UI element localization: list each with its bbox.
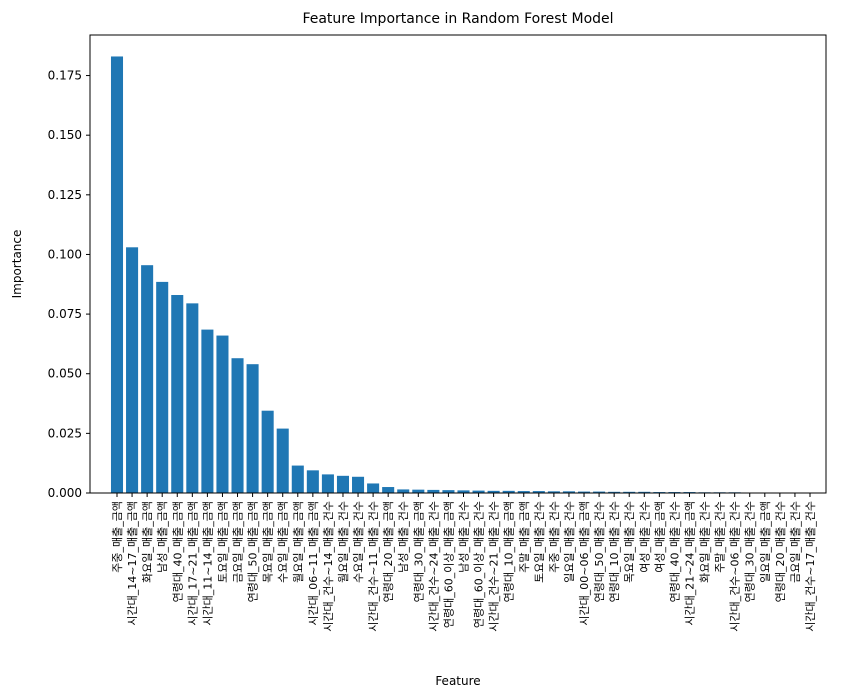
x-tick-label: 연령대_20_매출_건수 bbox=[774, 501, 787, 602]
x-tick-label: 목요일_매출_금액 bbox=[261, 501, 275, 583]
x-tick-label: 일요일_매출_건수 bbox=[562, 501, 576, 583]
bar bbox=[532, 491, 545, 493]
x-tick-label: 남성_매출_금액 bbox=[156, 501, 169, 573]
x-tick-label: 시간대_건수~21_매출_건수 bbox=[488, 501, 501, 632]
x-tick-label: 연령대_50_매출_금액 bbox=[247, 501, 260, 602]
bar bbox=[502, 490, 515, 493]
x-tick-label: 연령대_40_매출_건수 bbox=[668, 501, 681, 602]
x-tick-label: 금요일_매출_금액 bbox=[231, 501, 245, 583]
x-tick-label: 월요일_매출_건수 bbox=[336, 501, 350, 583]
x-tick-label: 주말_매출_건수 bbox=[714, 501, 727, 573]
x-tick-label: 주중_매출_금액 bbox=[111, 501, 124, 573]
bar bbox=[442, 490, 455, 493]
x-tick-label: 여성_매출_건수 bbox=[638, 501, 651, 573]
bar bbox=[367, 483, 380, 493]
x-tick-label: 연령대_10_매출_건수 bbox=[608, 501, 621, 602]
bar bbox=[216, 335, 229, 493]
bar bbox=[457, 490, 470, 493]
y-tick-label: 0.175 bbox=[48, 69, 82, 83]
x-tick-label: 시간대_00~06_매출_금액 bbox=[578, 501, 591, 626]
chart-title: Feature Importance in Random Forest Mode… bbox=[302, 11, 613, 27]
y-tick-label: 0.000 bbox=[48, 486, 82, 500]
bar bbox=[487, 490, 500, 493]
x-tick-label: 연령대_30_매출_금액 bbox=[412, 501, 425, 602]
x-tick-label: 주중_매출_건수 bbox=[548, 501, 561, 573]
bar bbox=[201, 329, 214, 493]
y-axis-label: Importance bbox=[10, 230, 24, 299]
bar bbox=[261, 410, 274, 493]
x-tick-label: 연령대_60_이상_매출_금액 bbox=[442, 501, 455, 628]
x-tick-label: 연령대_50_매출_건수 bbox=[593, 501, 606, 602]
bar bbox=[397, 489, 410, 493]
x-tick-label: 주말_매출_금액 bbox=[518, 501, 531, 573]
bar bbox=[276, 428, 289, 493]
x-tick-label: 여성_매출_금액 bbox=[653, 501, 666, 573]
x-tick-label: 토요일_매출_금액 bbox=[215, 501, 229, 583]
bars bbox=[110, 56, 817, 493]
y-tick-label: 0.025 bbox=[48, 426, 82, 440]
x-tick-label: 토요일_매출_건수 bbox=[532, 501, 546, 583]
x-tick-label: 남성_매출_건수 bbox=[397, 501, 410, 573]
y-tick-label: 0.150 bbox=[48, 128, 82, 142]
x-tick-label: 수요일_매출_금액 bbox=[276, 501, 290, 583]
bar bbox=[156, 281, 169, 493]
y-tick-label: 0.075 bbox=[48, 307, 82, 321]
x-tick-label: 시간대_건수~17_매출_건수 bbox=[804, 501, 817, 632]
bar bbox=[141, 265, 154, 493]
x-tick-label: 일요일_매출_금액 bbox=[758, 501, 772, 583]
y-axis: 0.000 0.025 0.050 0.075 0.100 0.125 0.150 0.175 bbox=[48, 69, 90, 500]
x-tick-label: 금요일_매출_건수 bbox=[788, 501, 802, 583]
x-tick-label: 시간대_06~11_매출_금액 bbox=[307, 501, 320, 626]
bar bbox=[336, 475, 349, 493]
bar bbox=[246, 364, 259, 493]
x-tick-label: 남성_매출_건수 bbox=[458, 501, 471, 573]
bar bbox=[110, 56, 124, 493]
x-tick-label: 연령대_20_매출_금액 bbox=[382, 501, 395, 602]
x-tick-label: 시간대_건수~14_매출_건수 bbox=[322, 501, 335, 632]
x-axis: 주중_매출_금액 시간대_14~17_매출_금액 화요일_매출_금액 남성_매출_금액… bbox=[111, 493, 817, 632]
x-tick-label: 시간대_건수~11_매출_건수 bbox=[367, 501, 380, 632]
plot-frame bbox=[89, 34, 827, 494]
x-tick-label: 시간대_건수~24_매출_건수 bbox=[427, 501, 440, 632]
bar bbox=[608, 491, 621, 493]
bar bbox=[547, 491, 560, 493]
bar bbox=[427, 489, 440, 493]
bar bbox=[562, 491, 575, 493]
x-tick-label: 시간대_17~21_매출_금액 bbox=[186, 501, 199, 626]
x-tick-label: 시간대_건수~06_매출_건수 bbox=[729, 501, 742, 632]
x-tick-label: 화요일_매출_금액 bbox=[140, 501, 154, 583]
x-tick-label: 연령대_60_이상_매출_건수 bbox=[473, 501, 486, 628]
bar bbox=[382, 487, 395, 493]
x-tick-label: 화요일_매출_건수 bbox=[698, 501, 712, 583]
y-tick-label: 0.100 bbox=[48, 247, 82, 261]
bar bbox=[352, 476, 365, 493]
bar bbox=[623, 491, 636, 493]
x-axis-label: Feature bbox=[435, 674, 480, 688]
x-tick-label: 시간대_14~17_매출_금액 bbox=[126, 501, 139, 626]
bar bbox=[186, 303, 199, 493]
bar bbox=[306, 470, 319, 493]
x-tick-label: 월요일_매출_금액 bbox=[291, 501, 305, 583]
y-tick-label: 0.125 bbox=[48, 188, 82, 202]
x-tick-label: 시간대_21~24_매출_금액 bbox=[683, 501, 696, 626]
bar bbox=[638, 491, 651, 493]
x-tick-label: 시간대_11~14_매출_금액 bbox=[201, 501, 214, 626]
x-tick-label: 수요일_매출_건수 bbox=[351, 501, 365, 583]
bar bbox=[171, 295, 184, 493]
bar bbox=[517, 491, 530, 493]
x-tick-label: 목요일_매출_건수 bbox=[622, 501, 636, 583]
y-tick-label: 0.050 bbox=[48, 367, 82, 381]
bar bbox=[231, 358, 244, 493]
bar bbox=[412, 489, 425, 493]
x-tick-label: 연령대_10_매출_금액 bbox=[503, 501, 516, 602]
bar bbox=[593, 491, 606, 493]
bar bbox=[578, 491, 591, 493]
bar bbox=[321, 474, 334, 493]
x-tick-label: 연령대_30_매출_건수 bbox=[744, 501, 757, 602]
bar bbox=[472, 490, 485, 493]
bar bbox=[291, 465, 304, 493]
bar bbox=[126, 247, 139, 493]
x-tick-label: 연령대_40_매출_금액 bbox=[171, 501, 184, 602]
